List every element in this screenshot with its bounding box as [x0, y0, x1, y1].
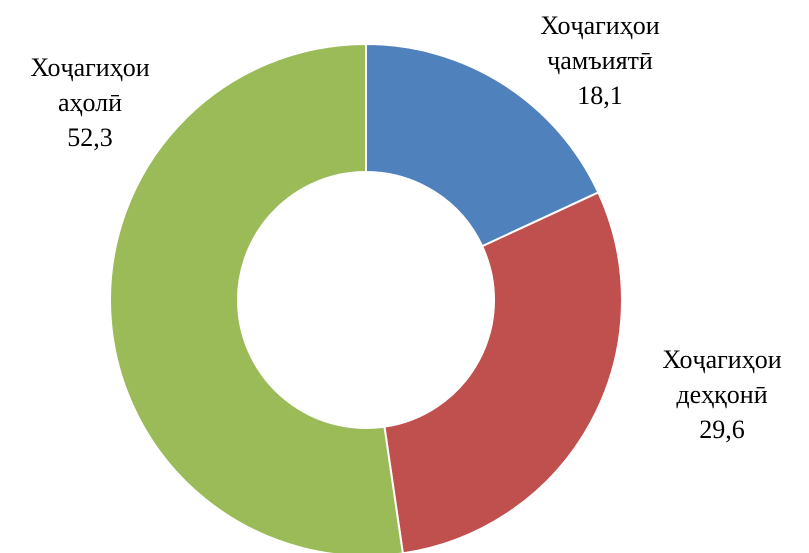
slice-value-label: 18,1 [577, 81, 623, 110]
slice-value-label: 52,3 [67, 123, 113, 152]
slice [365, 42, 600, 248]
slice-value-label: 29,6 [699, 415, 745, 444]
slice-category-label: Хоҷагиҳои ҷамъиятӣ [540, 11, 660, 75]
slice [383, 191, 623, 553]
slice-category-label: Хоҷагиҳои аҳолӣ [30, 53, 150, 117]
slice [109, 42, 404, 553]
slice-category-label: Хоҷагиҳои деҳқонӣ [662, 345, 782, 409]
